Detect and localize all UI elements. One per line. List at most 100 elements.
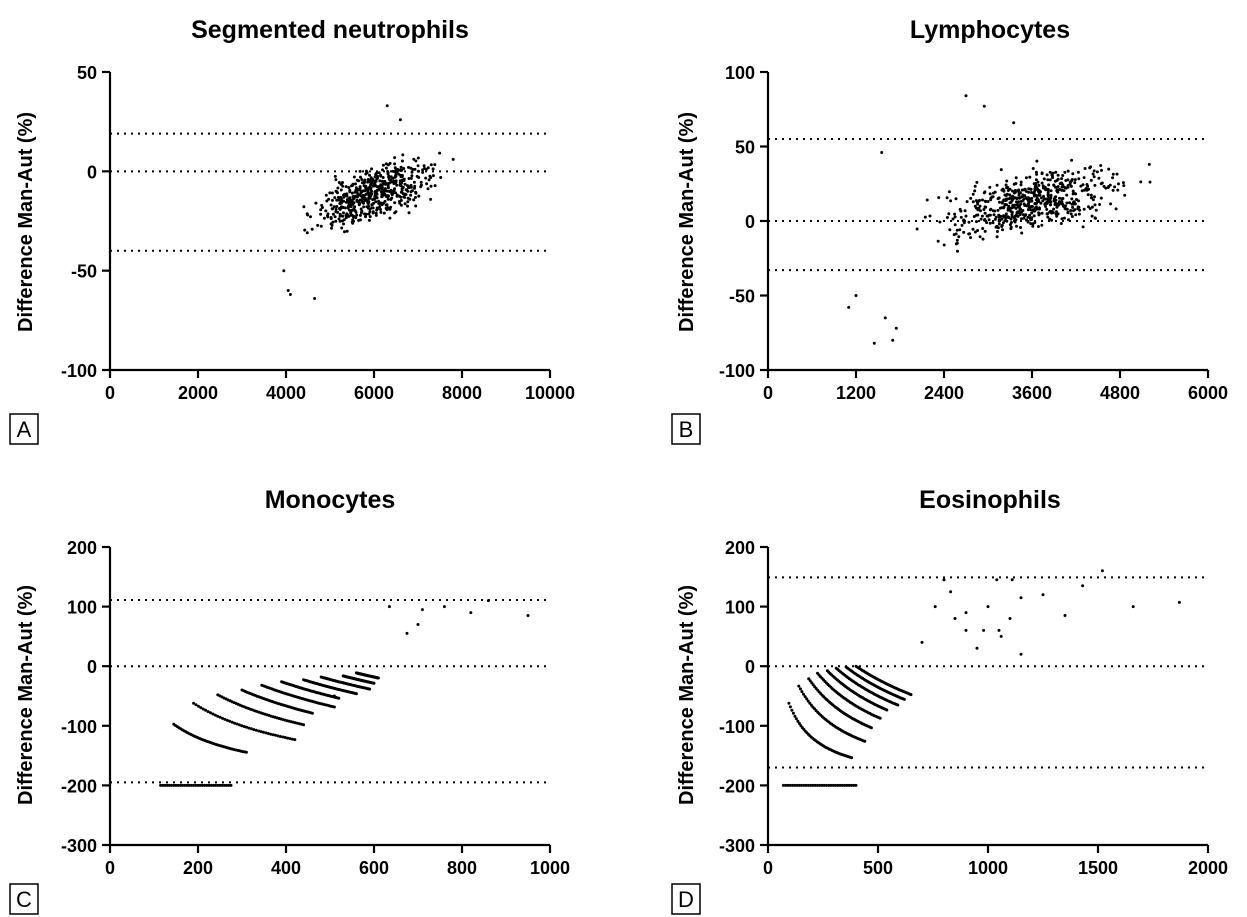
data-point — [1037, 200, 1041, 203]
data-point — [387, 181, 391, 185]
data-point — [348, 188, 352, 192]
data-point — [336, 186, 340, 190]
data-point — [1022, 213, 1025, 217]
data-point — [335, 205, 339, 208]
data-point — [412, 198, 416, 202]
data-point — [1100, 181, 1104, 185]
data-point — [369, 186, 373, 190]
data-point — [1045, 197, 1049, 201]
data-point — [374, 173, 378, 177]
data-point — [332, 705, 336, 709]
data-point — [1080, 189, 1084, 193]
data-point — [852, 783, 856, 787]
data-point — [1069, 184, 1073, 188]
data-point — [341, 184, 345, 188]
data-point — [983, 199, 987, 203]
data-point — [331, 212, 335, 216]
data-point — [1068, 201, 1072, 205]
data-point — [973, 204, 977, 208]
data-point — [394, 191, 398, 195]
data-point — [408, 197, 412, 201]
data-point — [398, 118, 402, 122]
data-point — [1065, 207, 1069, 211]
data-point — [1006, 208, 1010, 212]
data-point — [451, 157, 455, 161]
data-point — [429, 163, 433, 167]
data-point — [345, 229, 349, 233]
data-point — [964, 214, 968, 218]
data-point — [798, 687, 802, 691]
data-point — [181, 783, 185, 787]
data-point — [1070, 179, 1073, 183]
data-point — [355, 213, 359, 217]
y-tick-label: 100 — [67, 598, 97, 618]
data-point — [1014, 176, 1018, 180]
panel-letter: B — [679, 417, 694, 442]
data-point — [403, 202, 407, 206]
data-point — [358, 213, 362, 217]
data-point — [310, 711, 314, 715]
data-point — [419, 185, 423, 189]
data-point — [938, 220, 942, 224]
data-point — [1034, 170, 1038, 174]
data-point — [979, 217, 983, 221]
data-point — [854, 783, 858, 787]
data-point — [1048, 170, 1052, 174]
data-point — [1117, 182, 1120, 186]
data-point — [1060, 188, 1064, 192]
data-point — [951, 217, 955, 221]
data-point — [230, 720, 234, 724]
data-point — [383, 199, 387, 203]
data-point — [334, 189, 338, 193]
data-point — [993, 209, 997, 213]
data-point — [847, 783, 851, 787]
data-point — [933, 605, 937, 609]
data-point — [380, 179, 384, 183]
data-point — [806, 699, 810, 703]
data-point — [1091, 172, 1095, 176]
data-point — [1077, 212, 1081, 216]
panel-c: Monocytes Difference Man-Aut (%) C 0 200 4… — [9, 486, 570, 915]
panel-letter-box: C — [9, 883, 39, 915]
data-point — [433, 184, 437, 188]
data-point — [194, 783, 198, 787]
data-point — [1008, 617, 1012, 620]
data-point — [947, 190, 951, 194]
data-point — [991, 221, 995, 225]
data-point — [228, 719, 232, 723]
data-point — [902, 697, 906, 701]
data-point — [327, 197, 331, 201]
data-point — [915, 227, 919, 231]
data-point — [337, 217, 341, 221]
x-tick-label: 1000 — [530, 858, 570, 878]
data-point — [964, 94, 968, 98]
data-point — [1071, 189, 1075, 193]
data-point — [831, 783, 835, 787]
data-point — [956, 249, 959, 253]
data-point — [920, 640, 924, 644]
data-point — [945, 216, 949, 219]
data-point — [288, 737, 292, 741]
data-point — [797, 684, 801, 688]
y-tick-label: -200 — [719, 776, 755, 796]
data-point — [1017, 193, 1021, 197]
panel-letter: A — [17, 417, 32, 442]
data-point — [1131, 605, 1135, 609]
data-point — [1028, 213, 1032, 217]
data-point — [985, 214, 989, 218]
data-point — [391, 176, 395, 180]
y-tick-label: -50 — [71, 262, 97, 282]
data-point — [1063, 170, 1067, 174]
data-point — [316, 223, 320, 227]
data-point — [1048, 178, 1052, 182]
data-point — [174, 783, 178, 787]
data-point — [1018, 210, 1022, 214]
data-point — [429, 176, 433, 179]
data-point — [389, 178, 393, 182]
data-point — [348, 203, 352, 207]
data-point — [394, 210, 398, 214]
data-point — [355, 199, 359, 203]
data-point — [310, 227, 314, 231]
data-point — [271, 733, 275, 737]
data-point — [368, 180, 372, 184]
